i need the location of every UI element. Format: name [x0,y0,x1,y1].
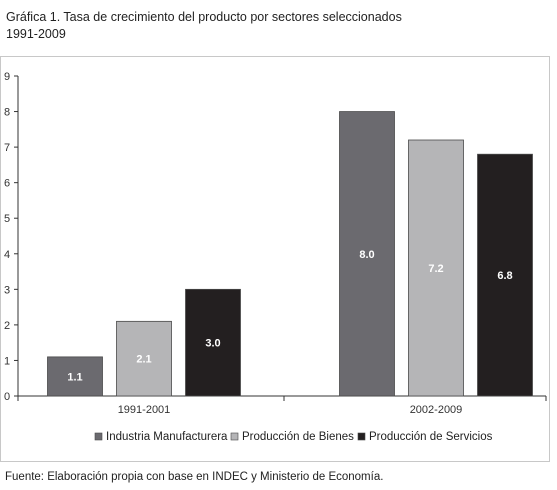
bar [116,320,172,397]
bar-value-label: 6.8 [497,270,512,282]
legend-swatch [94,432,103,441]
y-tick-label: 3 [4,284,10,296]
legend-swatch [357,432,366,441]
x-category-label: 2002-2009 [410,404,463,416]
bar [339,111,395,397]
legend-swatch [230,432,239,441]
chart-title-line-2: 1991-2009 [6,27,66,41]
bar-value-label: 3.0 [205,338,220,350]
chart-title: Gráfica 1. Tasa de crecimiento del produ… [6,9,402,43]
y-tick-label: 6 [4,178,10,190]
bar-value-label: 8.0 [359,249,374,261]
bar-value-label: 1.1 [67,371,82,383]
y-tick-label: 0 [4,391,10,403]
bar [47,356,103,397]
bar-value-label: 2.1 [136,354,151,366]
bar-value-label: 7.2 [428,263,443,275]
x-category-label: 1991-2001 [118,404,171,416]
y-tick-label: 7 [4,142,10,154]
y-tick-label: 4 [4,249,10,261]
bar [408,139,464,397]
source-note: Fuente: Elaboración propia con base en I… [5,471,384,483]
y-tick-label: 5 [4,213,10,225]
chart-frame [0,56,550,462]
y-tick-label: 9 [4,71,10,83]
legend-label: Producción de Bienes [242,431,354,443]
bar [477,153,533,397]
y-tick-label: 1 [4,355,10,367]
legend-label: Producción de Servicios [369,431,493,443]
y-tick-label: 8 [4,107,10,119]
chart-title-line-1: Gráfica 1. Tasa de crecimiento del produ… [6,10,402,24]
bar [185,288,241,397]
y-tick-label: 2 [4,320,10,332]
legend-label: Industria Manufacturera [106,431,228,443]
